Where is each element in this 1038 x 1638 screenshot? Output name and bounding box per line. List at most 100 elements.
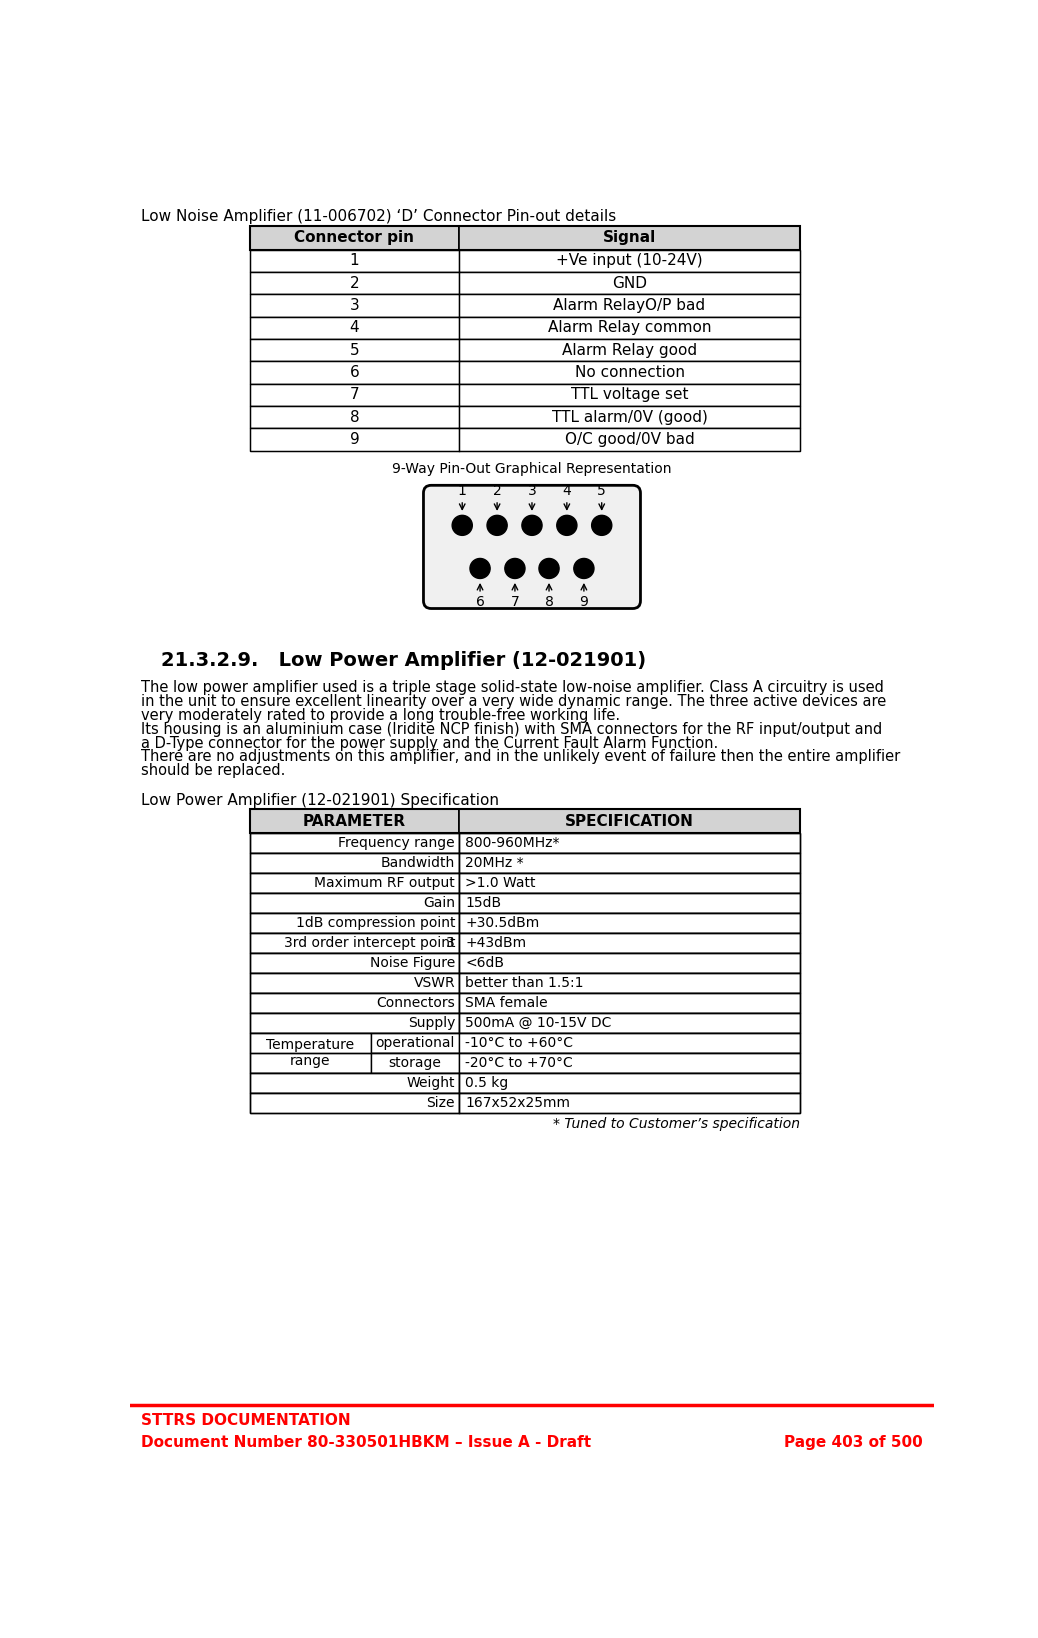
Text: 8: 8 bbox=[545, 596, 553, 609]
Bar bbox=[459, 316, 800, 339]
Text: Temperature
range: Temperature range bbox=[267, 1038, 354, 1068]
Text: <6dB: <6dB bbox=[465, 955, 504, 970]
Circle shape bbox=[574, 559, 594, 578]
Bar bbox=[459, 893, 800, 912]
Text: a D-Type connector for the power supply and the Current Fault Alarm Function.: a D-Type connector for the power supply … bbox=[141, 735, 718, 750]
Bar bbox=[459, 953, 800, 973]
Text: 15dB: 15dB bbox=[465, 896, 501, 909]
Bar bbox=[459, 428, 800, 450]
Bar bbox=[250, 249, 459, 272]
Bar bbox=[250, 932, 800, 953]
Bar bbox=[459, 383, 800, 406]
Text: SMA female: SMA female bbox=[465, 996, 548, 1009]
Circle shape bbox=[504, 559, 525, 578]
Text: 800-960MHz*: 800-960MHz* bbox=[465, 835, 559, 850]
Bar bbox=[250, 953, 459, 973]
Bar bbox=[250, 832, 459, 853]
Bar bbox=[250, 873, 800, 893]
Text: >1.0 Watt: >1.0 Watt bbox=[465, 876, 536, 889]
Text: storage: storage bbox=[388, 1057, 441, 1070]
Bar bbox=[250, 809, 800, 832]
Bar bbox=[459, 973, 800, 993]
Bar bbox=[250, 1073, 800, 1093]
Text: 7: 7 bbox=[511, 596, 519, 609]
Text: 6: 6 bbox=[475, 596, 485, 609]
Text: +30.5dBm: +30.5dBm bbox=[465, 916, 540, 930]
Text: No connection: No connection bbox=[575, 365, 684, 380]
Circle shape bbox=[522, 516, 542, 536]
Text: Noise Figure: Noise Figure bbox=[370, 955, 455, 970]
Text: Low Noise Amplifier (11-006702) ‘D’ Connector Pin-out details: Low Noise Amplifier (11-006702) ‘D’ Conn… bbox=[141, 210, 617, 224]
Text: Frequency range: Frequency range bbox=[338, 835, 455, 850]
Bar bbox=[250, 832, 800, 853]
Circle shape bbox=[487, 516, 508, 536]
Bar bbox=[250, 1012, 459, 1034]
Text: Maximum RF output: Maximum RF output bbox=[315, 876, 455, 889]
Text: 1dB compression point: 1dB compression point bbox=[296, 916, 455, 930]
Circle shape bbox=[539, 559, 559, 578]
Bar bbox=[250, 973, 459, 993]
Text: Weight: Weight bbox=[407, 1076, 455, 1089]
Text: 2: 2 bbox=[350, 275, 359, 290]
Bar bbox=[250, 873, 459, 893]
Text: +Ve input (10-24V): +Ve input (10-24V) bbox=[556, 254, 703, 269]
Bar bbox=[459, 295, 800, 316]
Bar bbox=[250, 272, 459, 295]
Bar bbox=[459, 1034, 800, 1053]
Text: 3rd order intercept point: 3rd order intercept point bbox=[283, 935, 455, 950]
Bar bbox=[250, 339, 800, 362]
Text: * Tuned to Customer’s specification: * Tuned to Customer’s specification bbox=[553, 1117, 800, 1132]
Bar bbox=[250, 1073, 459, 1093]
Text: Its housing is an aluminium case (Iridite NCP finish) with SMA connectors for th: Its housing is an aluminium case (Iridit… bbox=[141, 722, 882, 737]
Bar bbox=[250, 249, 800, 272]
Text: very moderately rated to provide a long trouble-free working life.: very moderately rated to provide a long … bbox=[141, 708, 621, 722]
Bar bbox=[371, 1034, 459, 1053]
Text: 21.3.2.9.   Low Power Amplifier (12-021901): 21.3.2.9. Low Power Amplifier (12-021901… bbox=[161, 650, 646, 670]
Bar bbox=[250, 893, 800, 912]
Text: Page 403 of 500: Page 403 of 500 bbox=[784, 1435, 923, 1450]
Bar bbox=[250, 853, 800, 873]
Bar bbox=[250, 272, 800, 295]
Text: Alarm RelayO/P bad: Alarm RelayO/P bad bbox=[553, 298, 706, 313]
Bar bbox=[250, 853, 459, 873]
Text: Gain: Gain bbox=[424, 896, 455, 909]
Bar bbox=[459, 873, 800, 893]
Text: GND: GND bbox=[612, 275, 647, 290]
Circle shape bbox=[470, 559, 490, 578]
Text: should be replaced.: should be replaced. bbox=[141, 763, 285, 778]
Text: VSWR: VSWR bbox=[413, 976, 455, 989]
Text: 9: 9 bbox=[350, 432, 359, 447]
Bar bbox=[459, 912, 800, 932]
Bar bbox=[459, 1093, 800, 1112]
Text: Low Power Amplifier (12-021901) Specification: Low Power Amplifier (12-021901) Specific… bbox=[141, 793, 499, 808]
Text: 9: 9 bbox=[579, 596, 589, 609]
Bar bbox=[250, 226, 459, 249]
Bar bbox=[250, 362, 800, 383]
Text: SPECIFICATION: SPECIFICATION bbox=[565, 814, 694, 829]
Bar bbox=[250, 226, 800, 249]
Text: TTL alarm/0V (good): TTL alarm/0V (good) bbox=[551, 410, 708, 424]
Text: Signal: Signal bbox=[603, 231, 656, 246]
Bar bbox=[459, 993, 800, 1012]
Bar bbox=[250, 1034, 800, 1053]
Bar bbox=[459, 1012, 800, 1034]
Text: Document Number 80-330501HBKM – Issue A - Draft: Document Number 80-330501HBKM – Issue A … bbox=[141, 1435, 592, 1450]
Bar bbox=[250, 912, 800, 932]
Text: 4: 4 bbox=[350, 321, 359, 336]
Bar bbox=[250, 1093, 459, 1112]
Text: Supply: Supply bbox=[408, 1016, 455, 1030]
Bar bbox=[250, 809, 459, 832]
Text: O/C good/0V bad: O/C good/0V bad bbox=[565, 432, 694, 447]
Text: operational: operational bbox=[376, 1035, 455, 1050]
Text: better than 1.5:1: better than 1.5:1 bbox=[465, 976, 583, 989]
Bar bbox=[250, 316, 800, 339]
Text: 3: 3 bbox=[527, 485, 537, 498]
Bar bbox=[459, 809, 800, 832]
Bar bbox=[250, 993, 459, 1012]
Bar bbox=[250, 1053, 800, 1073]
Bar bbox=[250, 362, 459, 383]
Bar bbox=[250, 316, 459, 339]
Bar bbox=[459, 339, 800, 362]
Bar bbox=[459, 853, 800, 873]
Bar bbox=[250, 383, 459, 406]
